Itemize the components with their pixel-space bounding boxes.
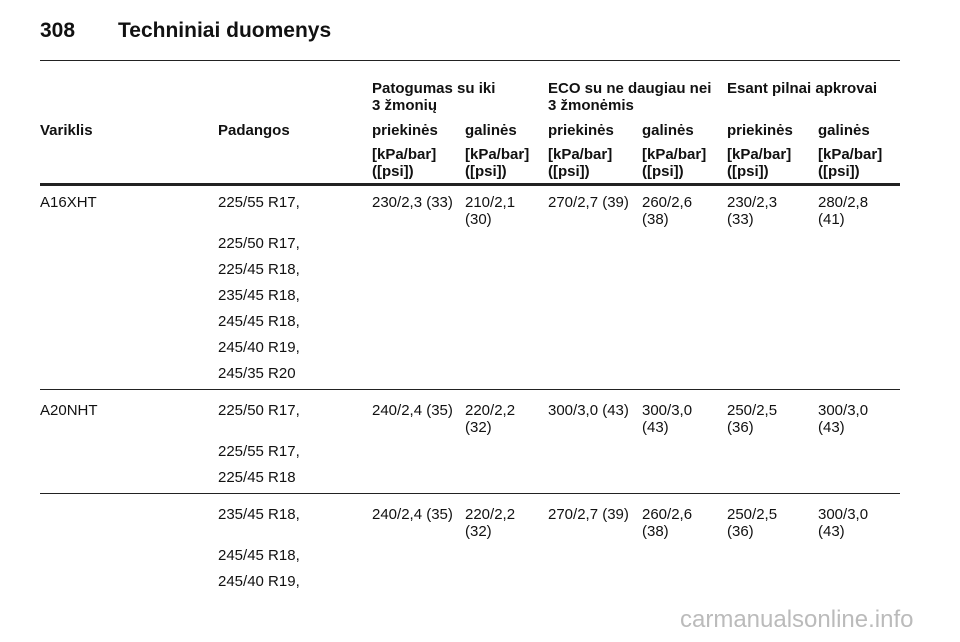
column-header: priekinės — [372, 122, 438, 139]
pressure-value: 220/2,2 (32) — [465, 402, 516, 436]
group-header: ECO su ne daugiau nei 3 žmonėmis — [548, 80, 712, 114]
pressure-value: 260/2,6 (38) — [642, 194, 693, 228]
group-header: Patogumas su iki 3 žmonių — [372, 80, 496, 114]
pressure-value: 260/2,6 (38) — [642, 506, 693, 540]
pressure-value: 270/2,7 (39) — [548, 506, 629, 523]
tire-size: 225/45 R18 — [218, 469, 296, 486]
rule — [40, 60, 900, 61]
unit-header: [kPa/bar] ([psi]) — [372, 146, 437, 180]
tire-size: 225/55 R17, — [218, 194, 300, 211]
pressure-value: 270/2,7 (39) — [548, 194, 629, 211]
unit-header: [kPa/bar] ([psi]) — [727, 146, 792, 180]
column-header: priekinės — [727, 122, 793, 139]
pressure-value: 240/2,4 (35) — [372, 402, 453, 419]
pressure-value: 210/2,1 (30) — [465, 194, 516, 228]
tire-size: 225/50 R17, — [218, 235, 300, 252]
tire-size: 245/40 R19, — [218, 339, 300, 356]
pressure-value: 220/2,2 (32) — [465, 506, 516, 540]
rule — [40, 389, 900, 390]
unit-header: [kPa/bar] ([psi]) — [642, 146, 707, 180]
tire-size: 245/35 R20 — [218, 365, 296, 382]
tire-size: 235/45 R18, — [218, 506, 300, 523]
tire-size: 235/45 R18, — [218, 287, 300, 304]
unit-header: [kPa/bar] ([psi]) — [465, 146, 530, 180]
pressure-value: 280/2,8 (41) — [818, 194, 869, 228]
unit-header: [kPa/bar] ([psi]) — [818, 146, 883, 180]
column-header: Variklis — [40, 122, 93, 139]
watermark: carmanualsonline.info — [680, 606, 914, 633]
pressure-value: 240/2,4 (35) — [372, 506, 453, 523]
column-header: galinės — [642, 122, 694, 139]
pressure-value: 230/2,3 (33) — [372, 194, 453, 211]
pressure-value: 300/3,0 (43) — [818, 506, 869, 540]
pressure-value: 230/2,3 (33) — [727, 194, 778, 228]
pressure-value: 250/2,5 (36) — [727, 402, 778, 436]
engine: A16XHT — [40, 194, 97, 211]
pressure-value: 250/2,5 (36) — [727, 506, 778, 540]
pressure-value: 300/3,0 (43) — [818, 402, 869, 436]
tire-size: 225/45 R18, — [218, 261, 300, 278]
pressure-value: 300/3,0 (43) — [642, 402, 693, 436]
column-header: Padangos — [218, 122, 290, 139]
column-header: galinės — [818, 122, 870, 139]
page-number: 308 — [40, 19, 76, 42]
group-header: Esant pilnai apkrovai — [727, 80, 878, 97]
column-header: priekinės — [548, 122, 614, 139]
tire-size: 245/40 R19, — [218, 573, 300, 590]
unit-header: [kPa/bar] ([psi]) — [548, 146, 613, 180]
rule — [40, 493, 900, 494]
tire-size: 225/55 R17, — [218, 443, 300, 460]
rule — [40, 183, 900, 186]
pressure-value: 300/3,0 (43) — [548, 402, 629, 419]
column-header: galinės — [465, 122, 517, 139]
tire-size: 225/50 R17, — [218, 402, 300, 419]
engine: A20NHT — [40, 402, 98, 419]
page-title: Techniniai duomenys — [118, 19, 332, 42]
tire-size: 245/45 R18, — [218, 547, 300, 564]
tire-size: 245/45 R18, — [218, 313, 300, 330]
